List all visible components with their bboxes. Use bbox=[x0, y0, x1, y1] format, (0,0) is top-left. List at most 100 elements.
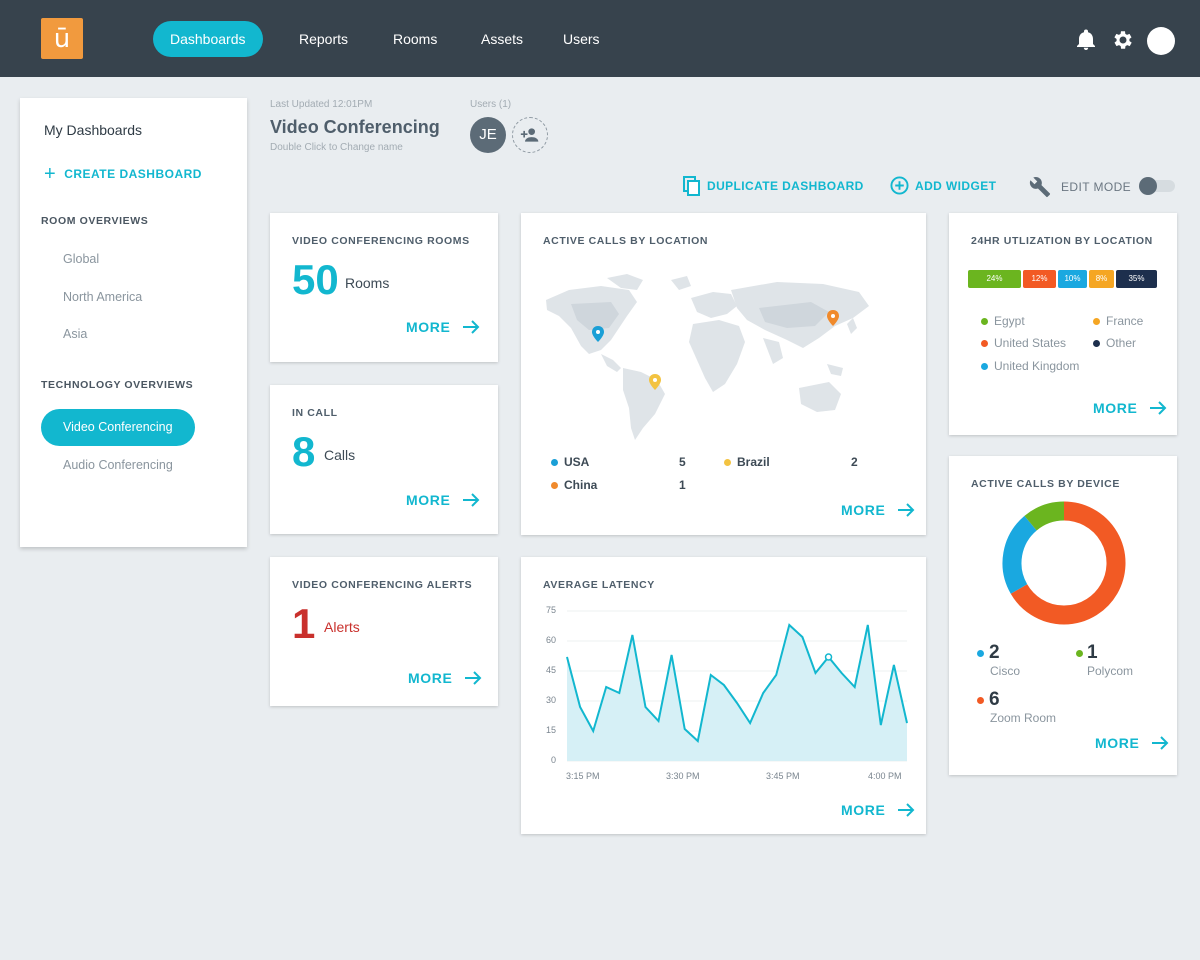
legend-dot bbox=[1093, 339, 1100, 347]
plus-icon: + bbox=[44, 163, 57, 185]
utilization-segment[interactable]: 35% bbox=[1116, 270, 1157, 288]
legend-france: France bbox=[1093, 314, 1143, 328]
utilization-segment[interactable]: 8% bbox=[1089, 270, 1114, 288]
latency-widget: AVERAGE LATENCY 75 60 45 30 15 0 3:15 PM… bbox=[521, 557, 926, 834]
calls-by-location-widget: ACTIVE CALLS BY LOCATION bbox=[521, 213, 926, 535]
utilization-more-link[interactable]: MORE bbox=[1093, 400, 1167, 416]
location-more-link[interactable]: MORE bbox=[841, 502, 915, 518]
sidebar-item-global[interactable]: Global bbox=[63, 252, 100, 266]
more-label: MORE bbox=[841, 502, 886, 518]
device-count: 1 bbox=[1087, 642, 1098, 663]
alerts-more-link[interactable]: MORE bbox=[408, 670, 482, 686]
nav-rooms[interactable]: Rooms bbox=[393, 31, 438, 47]
legend-dot bbox=[981, 339, 988, 347]
y-tick-label: 0 bbox=[550, 755, 556, 765]
legend-label: Egypt bbox=[994, 314, 1025, 328]
map-marker-usa[interactable] bbox=[592, 326, 604, 342]
sidebar-item-audio-conferencing[interactable]: Audio Conferencing bbox=[63, 458, 173, 472]
alerts-unit: Alerts bbox=[324, 619, 360, 635]
alerts-widget: VIDEO CONFERENCING ALERTS 1 Alerts MORE bbox=[270, 557, 498, 706]
rooms-widget: VIDEO CONFERENCING ROOMS 50 Rooms MORE bbox=[270, 213, 498, 362]
location-count: 2 bbox=[851, 455, 858, 469]
donut-slice-zoom-room[interactable] bbox=[1010, 501, 1126, 625]
copy-icon bbox=[683, 176, 700, 196]
toggle-knob bbox=[1139, 177, 1157, 195]
last-updated: Last Updated 12:01PM bbox=[270, 99, 373, 110]
arrow-right-icon bbox=[463, 320, 480, 334]
legend-dot bbox=[1093, 317, 1100, 325]
bell-icon[interactable] bbox=[1074, 28, 1098, 52]
widget-title: ACTIVE CALLS BY DEVICE bbox=[971, 478, 1120, 490]
add-widget-button[interactable]: ADD WIDGET bbox=[890, 176, 996, 195]
location-name: Brazil bbox=[737, 455, 770, 469]
map-marker-china[interactable] bbox=[827, 310, 839, 326]
utilization-segment[interactable]: 12% bbox=[1023, 270, 1056, 288]
add-user-button[interactable] bbox=[512, 117, 548, 153]
utilization-widget: 24HR UTLIZATION BY LOCATION 24% 12% 10% 8% 3… bbox=[949, 213, 1177, 435]
duplicate-dashboard-label: DUPLICATE DASHBOARD bbox=[707, 179, 864, 193]
add-user-icon bbox=[520, 128, 539, 142]
latency-more-link[interactable]: MORE bbox=[841, 802, 915, 818]
device-donut-chart bbox=[1002, 501, 1126, 625]
device-more-link[interactable]: MORE bbox=[1095, 735, 1169, 751]
add-circle-icon bbox=[890, 176, 909, 195]
nav-users[interactable]: Users bbox=[563, 31, 600, 47]
rooms-unit: Rooms bbox=[345, 275, 390, 291]
y-tick-label: 15 bbox=[545, 725, 556, 735]
arrow-right-icon bbox=[465, 671, 482, 685]
arrow-right-icon bbox=[898, 803, 915, 817]
device-label: Zoom Room bbox=[990, 711, 1057, 725]
legend-label: United Kingdom bbox=[994, 359, 1080, 373]
user-avatar[interactable] bbox=[1147, 27, 1175, 55]
in-call-more-link[interactable]: MORE bbox=[406, 492, 480, 508]
device-count: 2 bbox=[989, 642, 1000, 663]
page-title[interactable]: Video Conferencing bbox=[270, 117, 440, 137]
legend-dot bbox=[724, 458, 731, 466]
legend-label: United States bbox=[994, 336, 1067, 350]
utilization-segment[interactable]: 24% bbox=[968, 270, 1021, 288]
calls-unit: Calls bbox=[324, 447, 356, 463]
more-label: MORE bbox=[406, 492, 451, 508]
app-logo[interactable]: ū bbox=[41, 18, 83, 59]
donut-slice-cisco[interactable] bbox=[1002, 515, 1038, 594]
widget-title: 24HR UTLIZATION BY LOCATION bbox=[971, 235, 1153, 247]
user-avatar-je[interactable]: JE bbox=[470, 117, 506, 153]
in-call-widget: IN CALL 8 Calls MORE bbox=[270, 385, 498, 534]
sidebar-item-asia[interactable]: Asia bbox=[63, 327, 88, 341]
legend-united-states: United States bbox=[981, 336, 1066, 350]
device-label: Cisco bbox=[990, 664, 1021, 678]
nav-assets[interactable]: Assets bbox=[481, 31, 524, 47]
more-label: MORE bbox=[408, 670, 453, 686]
legend-label: France bbox=[1106, 314, 1144, 328]
sidebar-item-video-conferencing[interactable]: Video Conferencing bbox=[41, 409, 195, 446]
users-label: Users (1) bbox=[470, 99, 512, 110]
sidebar-item-north-america[interactable]: North America bbox=[63, 290, 143, 304]
nav-reports[interactable]: Reports bbox=[299, 31, 349, 47]
x-tick-label: 3:30 PM bbox=[666, 771, 700, 781]
sidebar: My Dashboards + CREATE DASHBOARD ROOM OV… bbox=[20, 98, 247, 547]
nav-dashboards[interactable]: Dashboards bbox=[153, 21, 263, 57]
duplicate-dashboard-button[interactable]: DUPLICATE DASHBOARD bbox=[683, 176, 864, 196]
top-bar: ū Dashboards Reports Rooms Assets Users bbox=[0, 0, 1200, 77]
gear-icon[interactable] bbox=[1111, 28, 1135, 52]
more-label: MORE bbox=[406, 319, 451, 335]
room-overviews-heading: ROOM OVERVIEWS bbox=[41, 215, 149, 227]
map-marker-brazil[interactable] bbox=[649, 374, 661, 390]
utilization-segment[interactable]: 10% bbox=[1058, 270, 1087, 288]
rooms-more-link[interactable]: MORE bbox=[406, 319, 480, 335]
legend-dot bbox=[1076, 650, 1083, 657]
donut-slice-polycom[interactable] bbox=[1024, 501, 1065, 531]
more-label: MORE bbox=[1095, 735, 1140, 751]
legend-dot bbox=[551, 481, 558, 489]
rooms-count: 50 bbox=[292, 256, 339, 303]
x-tick-label: 4:00 PM bbox=[868, 771, 902, 781]
location-name: China bbox=[564, 478, 598, 492]
legend-other: Other bbox=[1093, 336, 1136, 350]
title-hint: Double Click to Change name bbox=[270, 142, 403, 153]
edit-mode-toggle[interactable] bbox=[1139, 177, 1175, 195]
create-dashboard-label: CREATE DASHBOARD bbox=[64, 167, 202, 181]
device-count: 6 bbox=[989, 689, 1000, 710]
add-widget-label: ADD WIDGET bbox=[915, 178, 997, 193]
create-dashboard-button[interactable]: + CREATE DASHBOARD bbox=[44, 163, 202, 185]
more-label: MORE bbox=[841, 802, 886, 818]
